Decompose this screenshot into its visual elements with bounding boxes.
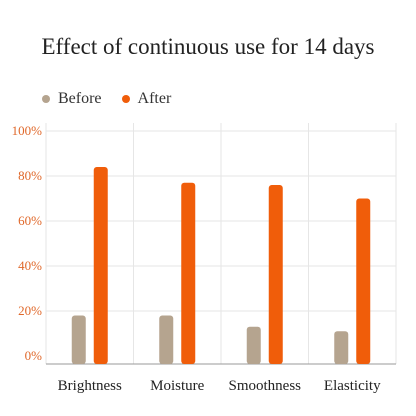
legend-swatch-before xyxy=(42,95,50,103)
bar-after-moisture xyxy=(181,182,196,364)
y-tick-label: 100% xyxy=(12,123,43,138)
legend-swatch-after xyxy=(121,95,130,103)
bar-before-brightness xyxy=(71,315,86,364)
bar-before-elasticity xyxy=(334,331,349,364)
y-tick-label: 0% xyxy=(25,348,43,363)
bar-before-moisture xyxy=(159,315,174,364)
bar-after-smoothness xyxy=(268,185,283,364)
bar-before-smoothness xyxy=(246,326,261,364)
legend-label-after: After xyxy=(137,90,172,107)
legend-label-before: Before xyxy=(58,90,102,107)
y-tick-label: 80% xyxy=(18,168,42,183)
chart-title: Effect of continuous use for 14 days xyxy=(41,34,375,59)
legend-item-after: After xyxy=(121,90,172,108)
x-tick-label: Moisture xyxy=(150,378,205,394)
y-tick-label: 40% xyxy=(18,258,42,273)
x-tick-label: Brightness xyxy=(58,378,122,394)
bar-after-brightness xyxy=(93,167,108,364)
y-tick-label: 20% xyxy=(18,303,42,318)
x-tick-label: Smoothness xyxy=(228,378,301,394)
legend: Before After xyxy=(42,90,171,108)
x-tick-label: Elasticity xyxy=(324,378,381,394)
bar-after-elasticity xyxy=(356,198,371,364)
y-tick-label: 60% xyxy=(18,213,42,228)
legend-item-before: Before xyxy=(42,90,102,108)
